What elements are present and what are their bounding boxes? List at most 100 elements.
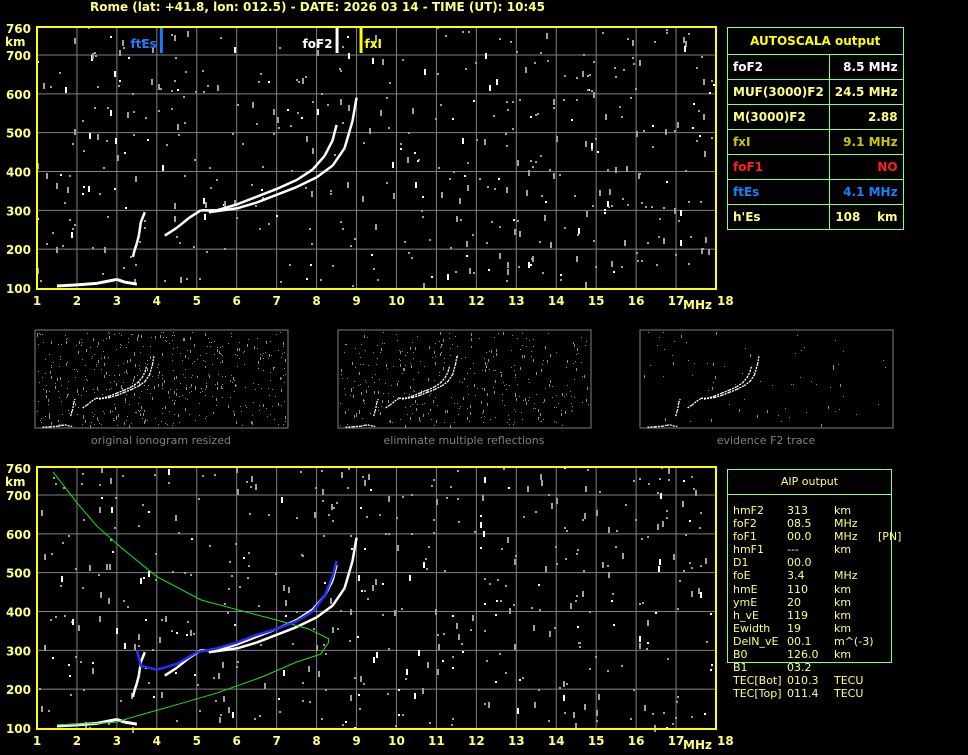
thumbnail-noise [437, 405, 438, 406]
noise-echo [330, 598, 332, 604]
noise-echo [519, 99, 521, 101]
thumbnail-noise [257, 338, 258, 339]
thumbnail-noise [493, 387, 494, 388]
thumbnail-noise [435, 362, 436, 365]
noise-echo [596, 710, 598, 716]
thumbnail-noise [447, 410, 448, 413]
noise-echo [152, 47, 154, 53]
thumbnail-noise [353, 387, 354, 388]
thumbnail-noise [220, 353, 221, 354]
thumbnail-noise [129, 425, 130, 428]
noise-echo [505, 585, 507, 587]
thumbnail-noise [231, 375, 232, 376]
x-tick-label: 11 [428, 734, 445, 748]
thumbnail-noise [354, 415, 355, 418]
noise-echo [401, 608, 403, 610]
noise-echo [691, 591, 693, 597]
marker-label: foF2 [303, 37, 333, 51]
noise-echo [446, 497, 448, 499]
thumbnail-noise [470, 405, 471, 408]
thumbnail-noise [86, 391, 87, 392]
thumbnail-noise [839, 409, 840, 410]
thumbnail-trace [714, 392, 723, 397]
thumbnail-noise [61, 385, 62, 386]
thumbnail-noise [502, 394, 503, 395]
thumbnail-noise [162, 375, 163, 376]
thumbnail-noise [129, 404, 130, 405]
thumbnail-noise [68, 394, 69, 395]
noise-echo [382, 59, 384, 65]
thumbnail-trace [124, 388, 132, 393]
autoscala-label: MUF(3000)F2 [727, 79, 830, 105]
thumbnail-noise [173, 370, 174, 371]
noise-echo [213, 677, 215, 679]
noise-echo [507, 109, 509, 111]
thumbnail-noise [397, 383, 398, 386]
thumbnail-noise [489, 351, 490, 352]
noise-echo [506, 101, 508, 103]
thumbnail-noise [413, 358, 414, 359]
noise-echo [576, 256, 578, 262]
thumbnail-noise [388, 400, 389, 403]
thumbnail-noise [359, 353, 360, 354]
y-tick-label: 200 [6, 243, 31, 257]
thumbnail-noise [511, 350, 512, 351]
thumbnail-noise [816, 384, 817, 385]
noise-echo [425, 558, 427, 560]
thumbnail-noise [205, 367, 206, 368]
noise-echo [528, 262, 530, 268]
noise-echo [484, 578, 486, 580]
thumbnail-trace [385, 404, 391, 409]
thumbnail-noise [135, 364, 136, 367]
noise-echo [316, 645, 318, 651]
thumbnail-noise [570, 391, 571, 392]
thumbnail-noise [180, 353, 181, 354]
noise-echo [625, 504, 627, 506]
noise-echo [92, 53, 94, 59]
noise-echo [39, 688, 41, 690]
thumbnail-noise [215, 384, 216, 385]
thumbnail-noise [442, 344, 443, 345]
noise-echo [152, 649, 154, 651]
thumbnail-noise [150, 356, 151, 359]
thumbnail-noise [76, 345, 77, 346]
thumbnail-trace [367, 424, 371, 427]
noise-echo [342, 724, 344, 726]
thumbnail-noise [255, 389, 256, 390]
thumbnail-noise [134, 376, 135, 379]
noise-echo [247, 577, 249, 579]
noise-echo [615, 546, 617, 548]
thumbnail-noise [471, 347, 472, 348]
thumbnail-noise [470, 368, 471, 369]
noise-echo [456, 216, 458, 222]
noise-echo [465, 68, 467, 70]
noise-echo [540, 474, 542, 480]
thumbnail-noise [582, 376, 583, 377]
thumbnail-noise [200, 392, 201, 393]
thumbnail-noise [372, 377, 373, 378]
marker-label: fxI [365, 37, 382, 51]
thumbnail-noise [127, 373, 128, 374]
thumbnail-noise [393, 396, 394, 397]
thumbnail-noise [213, 413, 214, 414]
noise-echo [305, 187, 307, 189]
noise-echo [315, 487, 317, 489]
noise-echo [574, 195, 576, 197]
noise-echo [349, 640, 351, 642]
noise-echo [197, 684, 199, 686]
thumbnail-noise [130, 359, 131, 362]
noise-echo [514, 644, 516, 650]
thumbnail-noise [269, 395, 270, 396]
thumbnail-noise [49, 354, 50, 355]
thumbnail-noise [67, 362, 68, 363]
thumbnail-trace [714, 394, 723, 399]
noise-echo [162, 165, 164, 171]
thumbnail-noise [49, 416, 50, 419]
noise-echo [340, 70, 342, 72]
thumbnail-noise [188, 358, 189, 359]
aip-cell: MHz [834, 530, 858, 544]
noise-echo [185, 71, 187, 73]
thumbnail-noise [263, 404, 264, 407]
noise-echo [624, 240, 626, 246]
noise-echo [559, 174, 561, 176]
